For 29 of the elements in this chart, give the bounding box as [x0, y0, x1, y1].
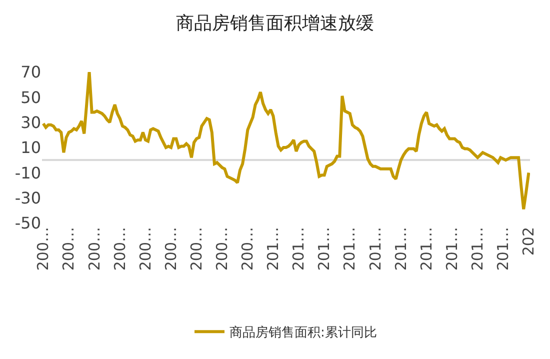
x-tick-label: 201… [264, 227, 282, 271]
x-tick-label: 200… [110, 227, 129, 271]
x-tick-label: 202 [520, 227, 538, 256]
x-tick-label: 200… [238, 227, 257, 271]
line-series [42, 72, 530, 211]
x-tick-label: 201… [417, 227, 436, 271]
x-tick-label: 201… [468, 227, 486, 271]
x-tick-label: 200… [162, 227, 180, 271]
x-tick-label: 200… [60, 227, 78, 271]
y-tick-label: -30 [14, 188, 41, 208]
x-tick-label: 201… [366, 227, 384, 271]
y-tick-label: -10 [14, 163, 41, 182]
x-tick-label: 200… [213, 227, 232, 271]
x-tick-label: 200… [136, 227, 154, 271]
x-tick-label: 201… [315, 227, 334, 271]
x-tick-label: 201… [392, 227, 410, 271]
y-tick-label: -50 [14, 214, 41, 233]
x-tick-label: 201… [442, 227, 461, 271]
x-tick-label: 200… [187, 227, 206, 271]
x-tick-label: 200… [85, 227, 104, 271]
y-tick-label: 70 [20, 62, 41, 82]
chart-title: 商品房销售面积增速放缓 [176, 12, 374, 34]
y-tick-label: 50 [20, 88, 41, 107]
y-tick-label: 10 [20, 138, 41, 158]
x-tick-label: 201… [494, 227, 512, 271]
x-tick-label: 201… [340, 227, 359, 271]
y-tick-label: 30 [20, 112, 41, 132]
x-tick-label: 201… [290, 227, 308, 271]
legend-label: 商品房销售面积:累计同比 [230, 324, 377, 341]
